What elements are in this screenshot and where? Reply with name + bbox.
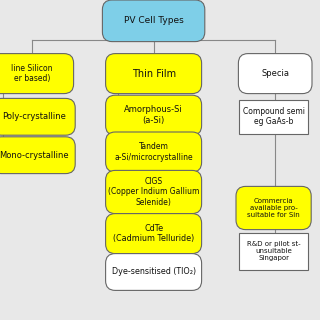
Text: Compound semi
eg GaAs-b: Compound semi eg GaAs-b [243, 107, 305, 126]
Text: Tandem
a-Si/microcrystalline: Tandem a-Si/microcrystalline [114, 142, 193, 162]
FancyBboxPatch shape [106, 214, 202, 253]
Text: Specia: Specia [261, 69, 289, 78]
Text: Amorphous-Si
(a-Si): Amorphous-Si (a-Si) [124, 106, 183, 125]
Text: PV Cell Types: PV Cell Types [124, 16, 183, 25]
Text: Poly-crystalline: Poly-crystalline [2, 112, 66, 121]
Text: line Silicon
er based): line Silicon er based) [11, 64, 53, 83]
Text: R&D or pilot st-
unsuitable
Singapor: R&D or pilot st- unsuitable Singapor [247, 241, 300, 261]
FancyBboxPatch shape [236, 186, 311, 230]
FancyBboxPatch shape [106, 170, 202, 214]
FancyBboxPatch shape [239, 100, 308, 134]
Text: CIGS
(Copper Indium Gallium
Selenide): CIGS (Copper Indium Gallium Selenide) [108, 177, 199, 207]
FancyBboxPatch shape [106, 253, 202, 291]
Text: CdTe
(Cadmium Telluride): CdTe (Cadmium Telluride) [113, 224, 194, 243]
FancyBboxPatch shape [238, 53, 312, 93]
FancyBboxPatch shape [0, 137, 75, 173]
FancyBboxPatch shape [0, 99, 75, 135]
FancyBboxPatch shape [106, 132, 202, 172]
FancyBboxPatch shape [106, 95, 202, 135]
Text: Dye-sensitised (TIO₂): Dye-sensitised (TIO₂) [112, 268, 196, 276]
Text: Commercia
available pro-
suitable for Sin: Commercia available pro- suitable for Si… [247, 198, 300, 218]
FancyBboxPatch shape [0, 53, 74, 93]
Text: Mono-crystalline: Mono-crystalline [0, 151, 68, 160]
Text: Thin Film: Thin Film [132, 68, 176, 79]
FancyBboxPatch shape [106, 53, 202, 93]
FancyBboxPatch shape [239, 233, 308, 269]
FancyBboxPatch shape [102, 0, 205, 42]
